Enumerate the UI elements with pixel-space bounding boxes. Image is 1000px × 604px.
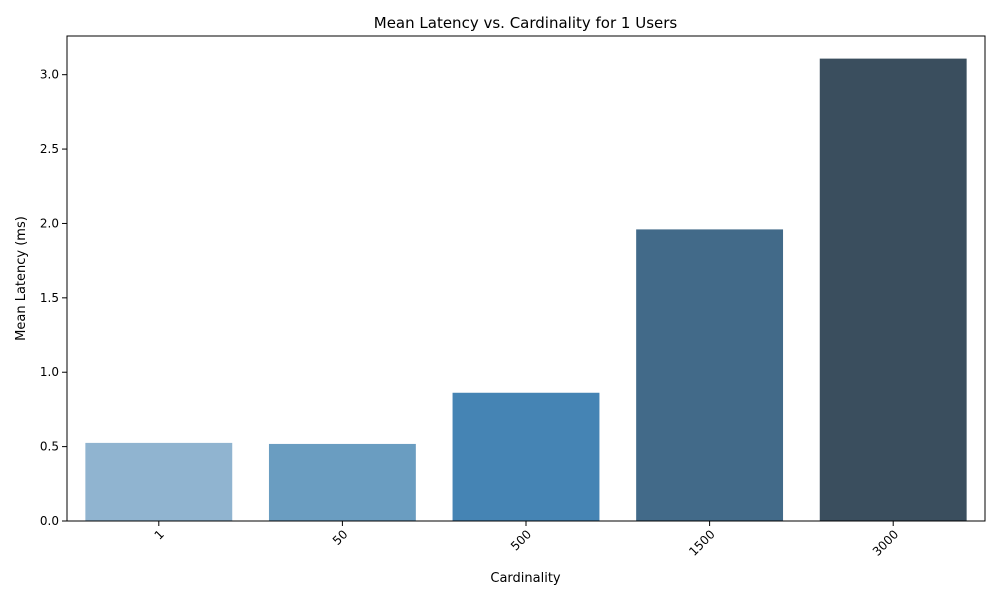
bars-group: [85, 58, 967, 522]
y-axis: 0.0 0.5 1.0 1.5 2.0 2.5 3.0: [40, 68, 67, 528]
bar-3000: [819, 58, 967, 522]
x-tick-label: 50: [330, 527, 351, 548]
x-tick-label: 1500: [686, 527, 717, 558]
bar-500: [452, 392, 600, 521]
y-tick-label: 1.5: [40, 291, 59, 305]
y-tick-label: 2.0: [40, 216, 59, 230]
y-tick-label: 2.5: [40, 142, 59, 156]
bar-1: [85, 442, 233, 521]
x-tick-label: 1: [152, 527, 167, 542]
x-axis: 1 50 500 1500 3000: [152, 521, 901, 559]
bar-50: [268, 443, 416, 521]
x-tick-label: 3000: [870, 527, 901, 558]
bar-1500: [636, 229, 784, 521]
y-tick-label: 1.0: [40, 365, 59, 379]
chart-title: Mean Latency vs. Cardinality for 1 Users: [374, 14, 678, 32]
y-axis-label: Mean Latency (ms): [14, 216, 29, 341]
y-tick-label: 3.0: [40, 68, 59, 82]
plot-frame: [66, 35, 986, 522]
x-axis-label: Cardinality: [490, 571, 561, 586]
x-tick-label: 500: [508, 527, 534, 553]
y-tick-label: 0.5: [40, 440, 59, 454]
y-tick-label: 0.0: [40, 514, 59, 528]
